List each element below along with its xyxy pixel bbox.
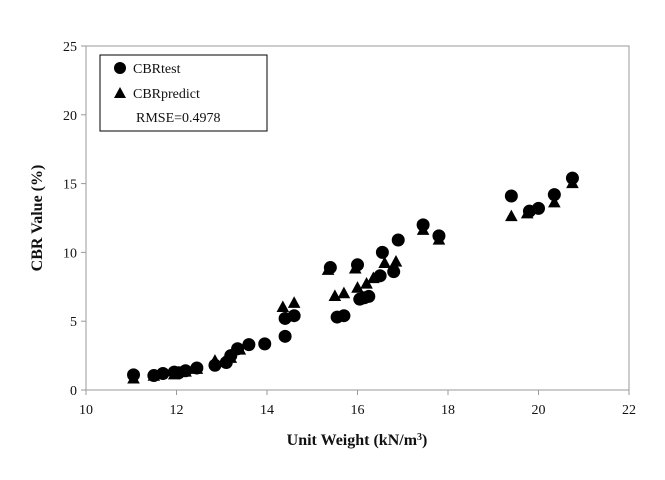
point-cbrpredict bbox=[432, 233, 446, 245]
point-cbrpredict bbox=[360, 277, 373, 289]
x-axis-title-superscript: 3 bbox=[417, 432, 422, 443]
x-tick-label: 22 bbox=[622, 403, 636, 418]
point-cbrpredict bbox=[217, 355, 231, 368]
point-cbrpredict bbox=[190, 362, 204, 374]
legend-label-cbrtest: CBRtest bbox=[133, 62, 181, 77]
point-cbrtest bbox=[532, 201, 545, 215]
point-cbrtest bbox=[547, 188, 561, 202]
y-tick-label: 0 bbox=[70, 384, 77, 399]
point-cbrpredict bbox=[167, 367, 181, 380]
legend-box bbox=[99, 54, 268, 132]
point-cbrpredict bbox=[548, 195, 561, 208]
x-tick-label: 10 bbox=[79, 403, 93, 418]
point-cbrtest bbox=[375, 245, 389, 259]
point-cbrtest bbox=[337, 309, 351, 323]
point-cbrtest bbox=[391, 233, 405, 247]
point-cbrpredict bbox=[337, 286, 351, 299]
x-tick-label: 20 bbox=[532, 403, 546, 418]
legend-label-cbrpredict: CBRpredict bbox=[133, 87, 200, 102]
data-points bbox=[127, 171, 579, 384]
y-axis-title: CBR Value (%) bbox=[29, 165, 46, 272]
point-cbrpredict bbox=[179, 365, 192, 377]
point-cbrpredict bbox=[351, 281, 364, 293]
y-tick-label: 20 bbox=[63, 109, 77, 124]
rmse-annotation: RMSE=0.4978 bbox=[136, 111, 221, 126]
y-tick-label: 15 bbox=[63, 178, 77, 193]
x-axis-title: Unit Weight (kN/m3) bbox=[287, 432, 428, 450]
point-cbrtest bbox=[362, 289, 376, 303]
legend: CBRtest CBRpredict RMSE=0.4978 bbox=[99, 54, 268, 132]
x-axis-title-close: ) bbox=[422, 432, 427, 449]
y-axis: 0 5 10 15 20 25 bbox=[63, 40, 86, 399]
point-cbrtest bbox=[156, 366, 170, 380]
point-cbrpredict bbox=[566, 176, 579, 189]
y-tick-label: 25 bbox=[63, 40, 77, 55]
point-cbrpredict bbox=[127, 371, 140, 384]
point-cbrpredict bbox=[348, 261, 362, 274]
point-cbrtest bbox=[258, 337, 272, 351]
x-tick-label: 16 bbox=[351, 403, 365, 418]
point-cbrpredict bbox=[287, 296, 301, 308]
point-cbrtest bbox=[242, 338, 256, 352]
point-cbrtest bbox=[278, 329, 292, 343]
point-cbrpredict bbox=[147, 369, 161, 381]
x-axis: 10 12 14 16 18 20 22 bbox=[79, 390, 636, 418]
y-tick-label: 5 bbox=[70, 315, 77, 330]
point-cbrpredict bbox=[224, 351, 238, 363]
point-cbrtest bbox=[504, 189, 518, 203]
point-cbrpredict bbox=[520, 206, 534, 219]
point-cbrpredict bbox=[233, 343, 247, 355]
point-cbrpredict bbox=[505, 209, 518, 222]
y-tick-label: 10 bbox=[63, 246, 77, 261]
point-cbrtest bbox=[287, 309, 301, 323]
x-tick-label: 12 bbox=[170, 403, 184, 418]
point-cbrpredict bbox=[367, 271, 380, 284]
point-cbrpredict bbox=[321, 263, 335, 275]
point-cbrpredict bbox=[378, 256, 391, 268]
x-tick-label: 18 bbox=[441, 403, 455, 418]
x-axis-title-main: Unit Weight (kN/m bbox=[287, 432, 418, 449]
point-cbrtest bbox=[387, 265, 401, 279]
point-cbrpredict bbox=[276, 300, 290, 312]
legend-circle-marker bbox=[114, 62, 126, 74]
point-cbrpredict bbox=[416, 223, 430, 235]
x-tick-label: 14 bbox=[260, 403, 274, 418]
point-cbrpredict bbox=[389, 255, 403, 267]
legend-triangle-marker bbox=[114, 87, 126, 98]
point-cbrpredict bbox=[208, 354, 222, 366]
